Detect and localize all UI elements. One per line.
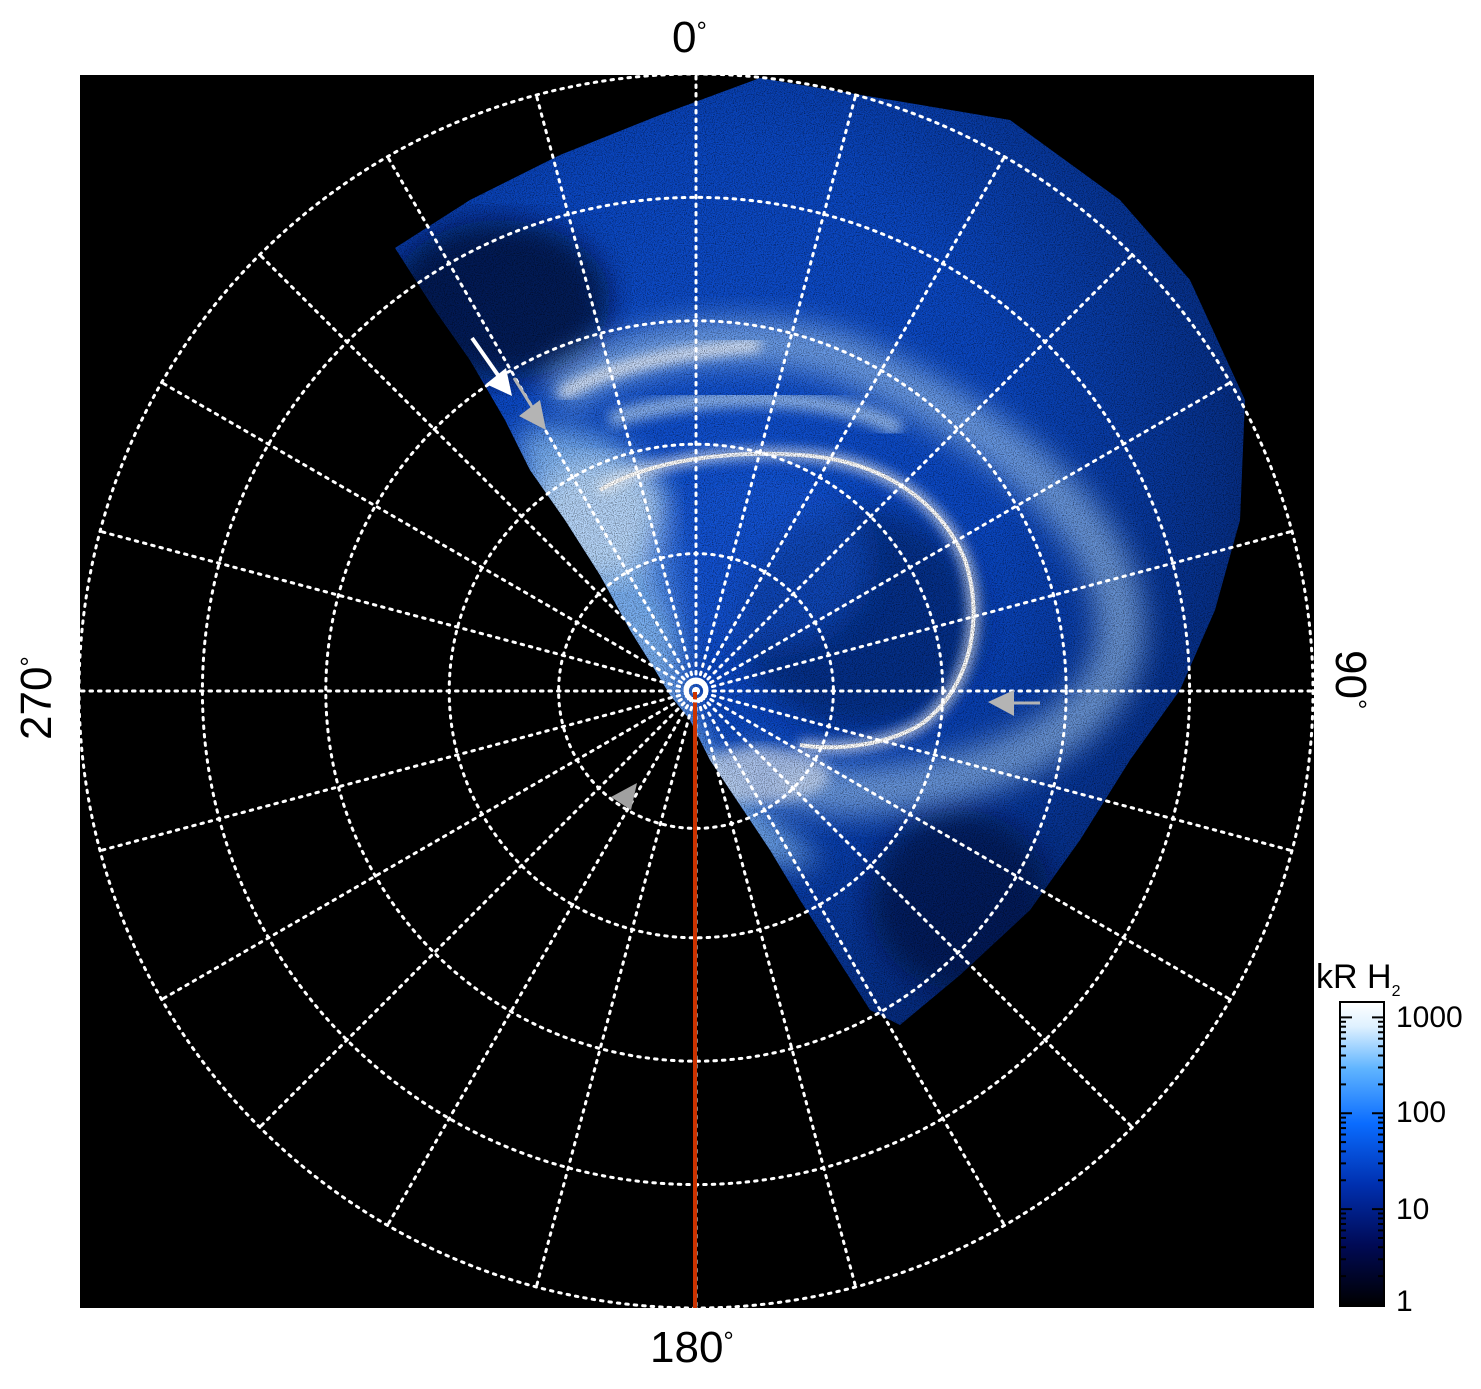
longitude-line [694,689,1134,1129]
gray-arrow-upper [512,377,546,430]
longitude-line [98,529,698,693]
longitude-line [694,689,1006,1227]
longitude-line [694,689,1294,853]
longitude-line [98,689,698,853]
longitude-line [694,689,1232,1001]
longitude-line [694,155,1006,693]
longitude-line [160,689,698,1001]
axis-label-top: 0° [672,13,707,62]
longitude-line [258,689,698,1129]
longitude-line [694,253,1134,693]
colorbar [1339,1001,1385,1307]
longitude-line [694,93,858,693]
latitude-circle [80,75,1314,1308]
colorbar-ticks [1340,1016,1384,1306]
longitude-line [386,689,698,1227]
longitude-line [534,93,698,693]
colorbar-tick-label: 10 [1396,1193,1430,1226]
axis-label-bottom: 180° [650,1323,734,1372]
white-arrow [470,336,512,396]
longitude-line [694,689,858,1289]
colorbar-tick-label: 100 [1396,1096,1447,1129]
latitude-longitude-grid [80,75,1314,1308]
longitude-line [258,253,698,693]
gray-arrow-lower [611,783,637,810]
longitude-line [694,381,1232,693]
pole-marker [683,677,709,703]
axis-label-right: 90° [1326,650,1375,710]
longitude-line [534,689,698,1289]
longitude-line [694,529,1294,693]
colorbar-title: kR H2 [1316,958,1401,1000]
colorbar-tick-label: 1000 [1396,1001,1463,1034]
longitude-line [160,381,698,693]
axis-label-left: 270° [12,656,61,740]
gray-arrow-right [988,690,1040,716]
colorbar-tick-label: 1 [1396,1285,1413,1318]
